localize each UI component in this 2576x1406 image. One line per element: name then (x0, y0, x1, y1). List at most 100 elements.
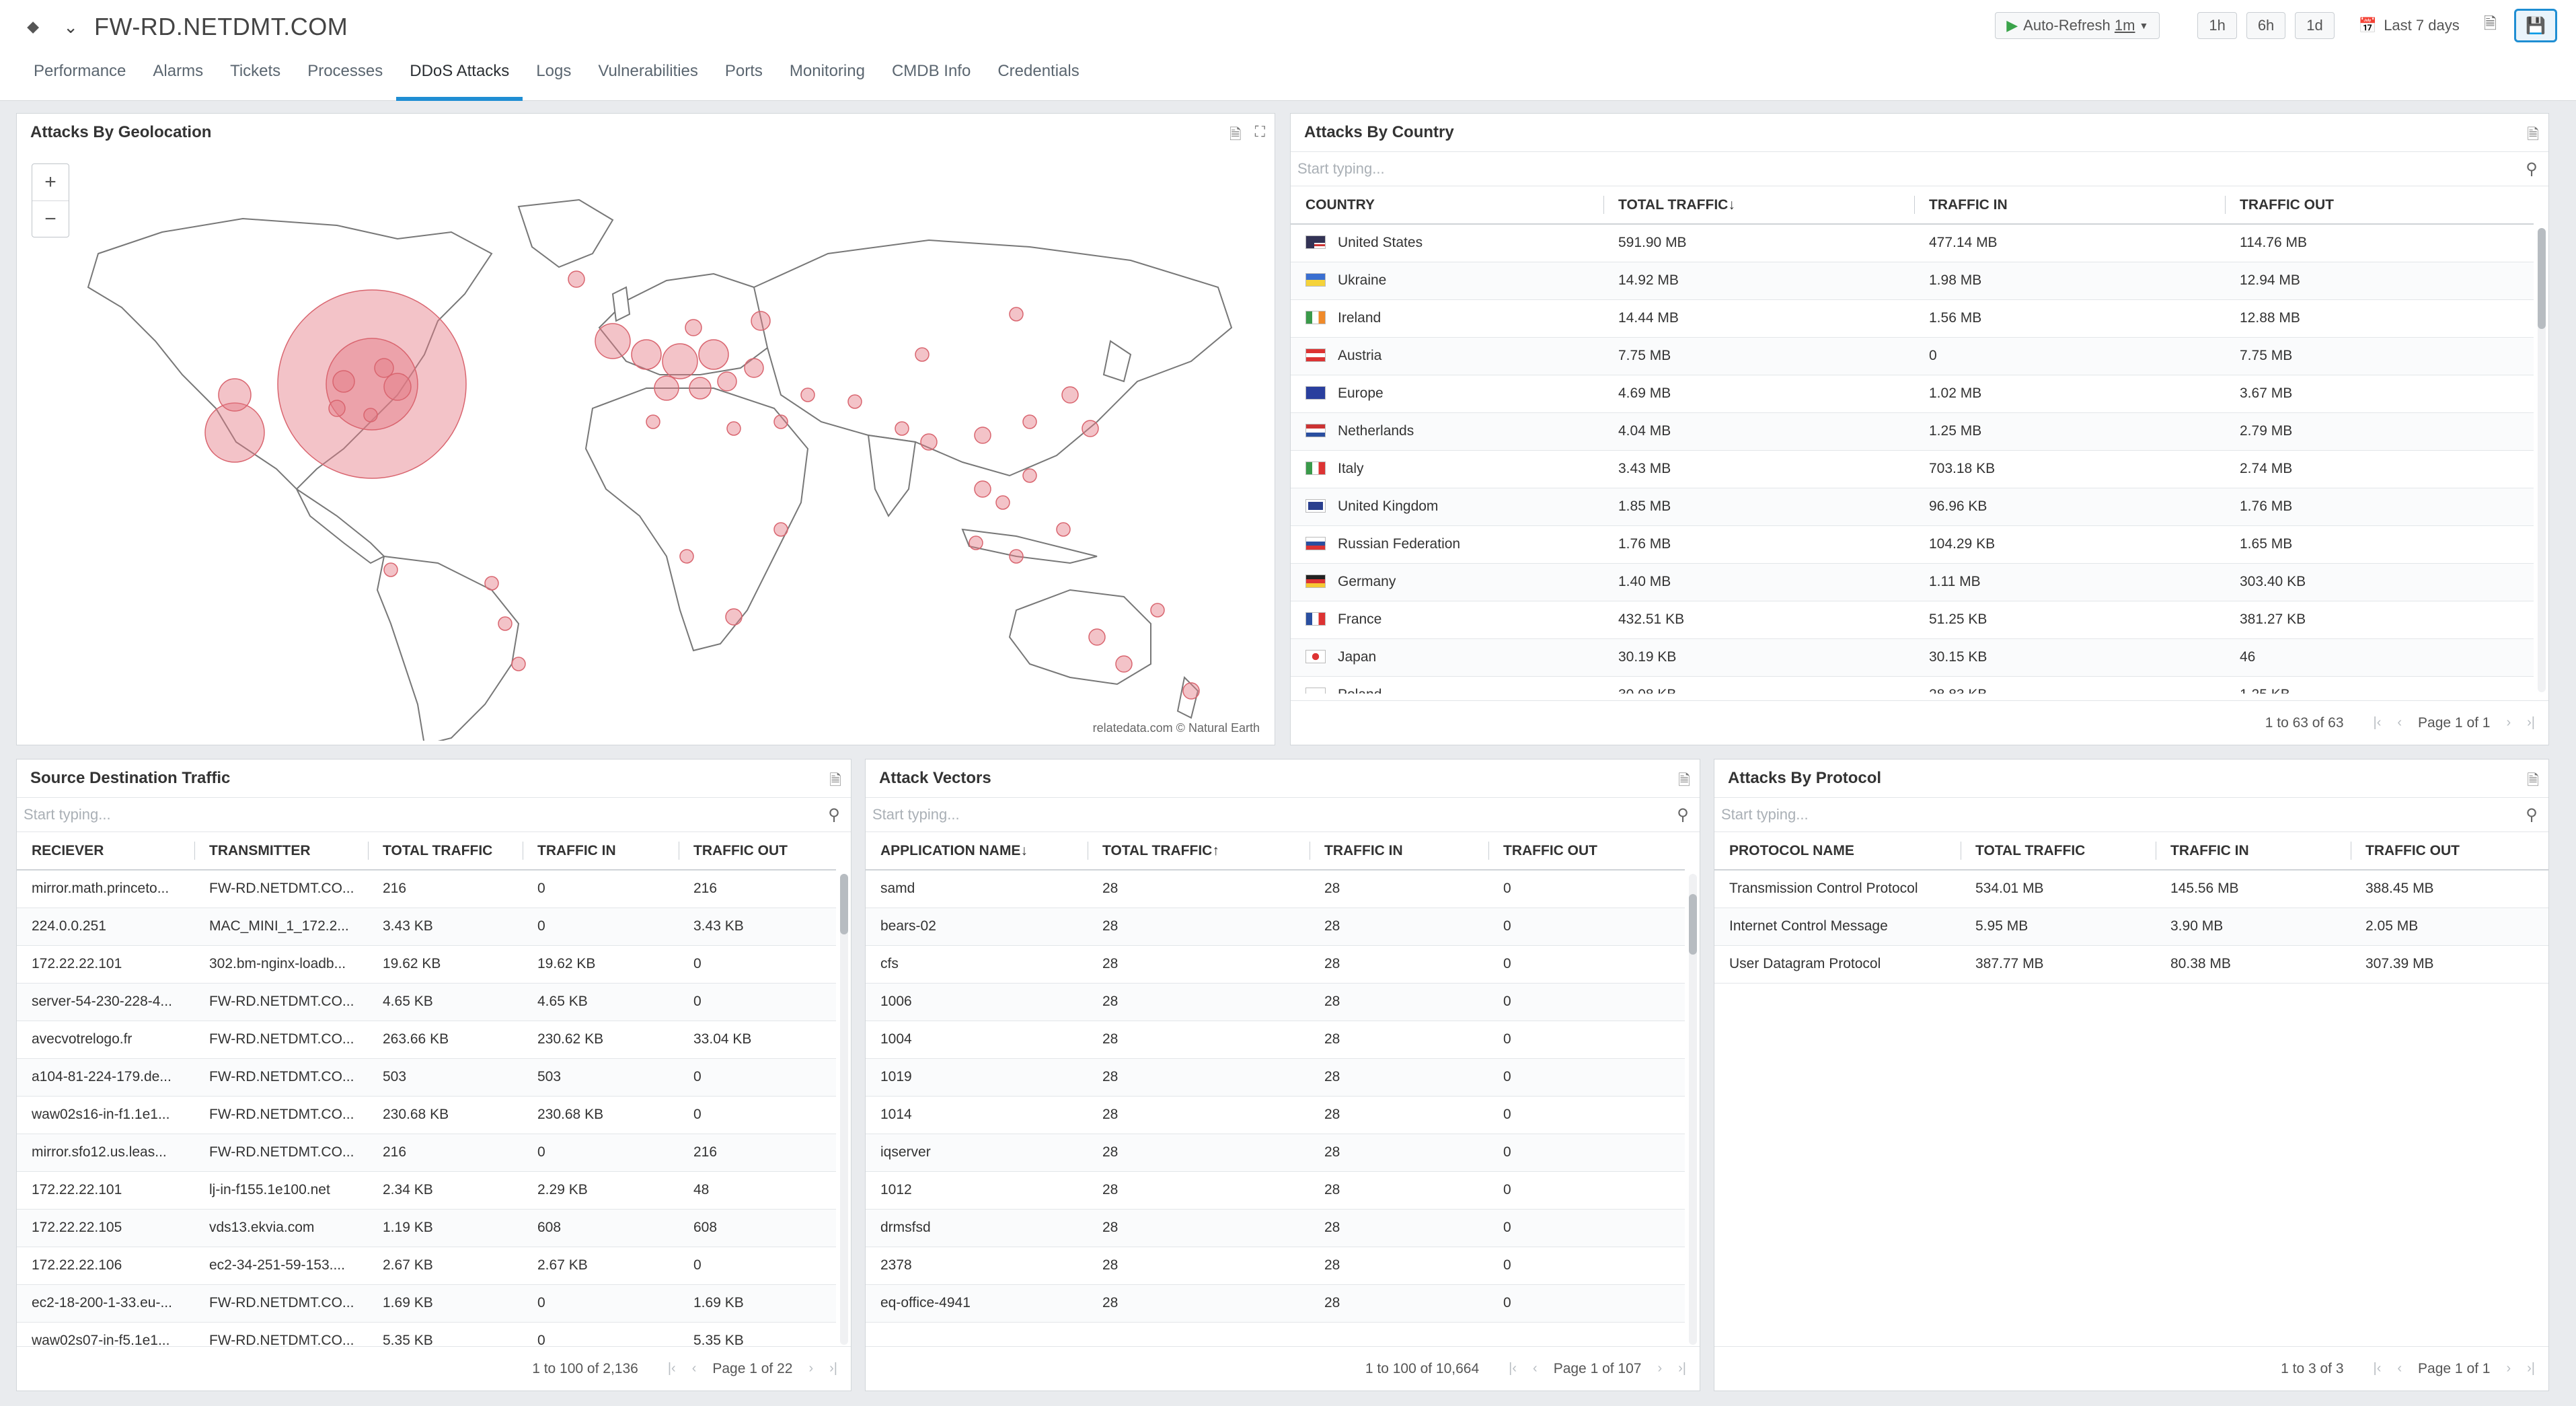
table-row[interactable]: Transmission Control Protocol 534.01 MB 14… (1714, 870, 2548, 908)
save-dashboard-button[interactable]: 💾 (2514, 9, 2557, 42)
search-icon[interactable]: ⚲ (828, 805, 840, 824)
country-search-input[interactable] (1291, 160, 2515, 178)
column-header-receiver[interactable]: RECIEVER (17, 832, 194, 871)
range-6h-button[interactable]: 6h (2246, 12, 2286, 39)
last-page-icon[interactable]: ›| (1678, 1361, 1686, 1376)
tab-ports[interactable]: Ports (724, 62, 763, 80)
export-icon[interactable]: 🗎 (2527, 126, 2539, 143)
first-page-icon[interactable]: |‹ (2373, 1361, 2382, 1376)
table-row[interactable]: samd 28 28 0 (866, 870, 1685, 908)
scrollbar-thumb[interactable] (840, 874, 848, 934)
table-row[interactable]: France 432.51 KB 51.25 KB 381.27 KB (1291, 601, 2534, 639)
first-page-icon[interactable]: |‹ (1509, 1361, 1517, 1376)
next-page-icon[interactable]: › (2506, 1361, 2511, 1376)
column-header-country[interactable]: COUNTRY (1291, 186, 1603, 225)
first-page-icon[interactable]: |‹ (667, 1361, 676, 1376)
table-row[interactable]: 172.22.22.101 lj-in-f155.1e100.net 2.34 KB… (17, 1171, 836, 1210)
table-row[interactable]: 1004 28 28 0 (866, 1021, 1685, 1059)
zoom-out-button[interactable]: − (32, 200, 69, 237)
column-header-protocol-name[interactable]: PROTOCOL NAME (1714, 832, 1961, 871)
table-row[interactable]: 1019 28 28 0 (866, 1058, 1685, 1097)
chevron-down-icon[interactable]: ⌄ (63, 16, 78, 37)
tab-tickets[interactable]: Tickets (230, 62, 281, 80)
tab-performance[interactable]: Performance (34, 62, 126, 80)
column-header-traffic-out[interactable]: TRAFFIC OUT (1488, 832, 1685, 871)
table-row[interactable]: Austria 7.75 MB 0 7.75 MB (1291, 337, 2534, 375)
tab-cmdb-info[interactable]: CMDB Info (891, 62, 971, 80)
search-icon[interactable]: ⚲ (1677, 805, 1689, 824)
table-row[interactable]: United Kingdom 1.85 MB 96.96 KB 1.76 MB (1291, 488, 2534, 526)
next-page-icon[interactable]: › (1657, 1361, 1663, 1376)
search-icon[interactable]: ⚲ (2526, 159, 2538, 178)
table-row[interactable]: 1014 28 28 0 (866, 1096, 1685, 1134)
scrollbar-thumb[interactable] (2538, 228, 2546, 329)
table-row[interactable]: Ireland 14.44 MB 1.56 MB 12.88 MB (1291, 299, 2534, 338)
table-row[interactable]: waw02s07-in-f5.1e1... FW-RD.NETDMT.CO... 5… (17, 1322, 836, 1347)
table-row[interactable]: ec2-18-200-1-33.eu-... FW-RD.NETDMT.CO...… (17, 1284, 836, 1323)
table-row[interactable]: Netherlands 4.04 MB 1.25 MB 2.79 MB (1291, 412, 2534, 451)
protocol-search-input[interactable] (1714, 806, 2515, 823)
report-icon[interactable]: 🗎 (2483, 14, 2497, 33)
tab-ddos-attacks[interactable]: DDoS Attacks (396, 57, 523, 101)
search-icon[interactable]: ⚲ (2526, 805, 2538, 824)
range-1h-button[interactable]: 1h (2197, 12, 2237, 39)
table-row[interactable]: eq-office-4941 28 28 0 (866, 1284, 1685, 1323)
table-row[interactable]: 172.22.22.101 302.bm-nginx-loadb... 19.62 … (17, 945, 836, 984)
column-header-traffic-in[interactable]: TRAFFIC IN (2156, 832, 2351, 871)
next-page-icon[interactable]: › (2506, 715, 2511, 730)
world-map-svg[interactable] (21, 153, 1271, 741)
table-row[interactable]: 1012 28 28 0 (866, 1171, 1685, 1210)
table-row[interactable]: Japan 30.19 KB 30.15 KB 46 (1291, 638, 2534, 677)
prev-page-icon[interactable]: ‹ (2397, 1361, 2402, 1376)
next-page-icon[interactable]: › (808, 1361, 814, 1376)
column-header-total-traffic[interactable]: TOTAL TRAFFIC↓ (1603, 186, 1914, 225)
last-page-icon[interactable]: ›| (2527, 1361, 2535, 1376)
column-header-total-traffic[interactable]: TOTAL TRAFFIC (368, 832, 523, 871)
table-row[interactable]: 1006 28 28 0 (866, 983, 1685, 1021)
table-row[interactable]: a104-81-224-179.de... FW-RD.NETDMT.CO... 5… (17, 1058, 836, 1097)
table-row[interactable]: 172.22.22.106 ec2-34-251-59-153.... 2.67 K… (17, 1247, 836, 1285)
column-header-transmitter[interactable]: TRANSMITTER (194, 832, 368, 871)
table-row[interactable]: User Datagram Protocol 387.77 MB 80.38 MB 3… (1714, 945, 2548, 984)
scrollbar-thumb[interactable] (1689, 894, 1697, 955)
table-row[interactable]: Russian Federation 1.76 MB 104.29 KB 1.65 M… (1291, 525, 2534, 564)
prev-page-icon[interactable]: ‹ (2397, 715, 2402, 730)
table-row[interactable]: mirror.sfo12.us.leas... FW-RD.NETDMT.CO..… (17, 1134, 836, 1172)
time-range-selector[interactable]: 📅 Last 7 days (2359, 17, 2460, 34)
column-header-traffic-in[interactable]: TRAFFIC IN (523, 832, 679, 871)
table-row[interactable]: United States 591.90 MB 477.14 MB 114.76 MB (1291, 224, 2534, 262)
tab-alarms[interactable]: Alarms (153, 62, 204, 80)
tab-logs[interactable]: Logs (536, 62, 572, 80)
zoom-in-button[interactable]: + (44, 171, 56, 193)
export-icon[interactable]: 🗎 (1678, 772, 1690, 788)
column-header-traffic-in[interactable]: TRAFFIC IN (1914, 186, 2225, 225)
range-1d-button[interactable]: 1d (2295, 12, 2335, 39)
column-header-traffic-in[interactable]: TRAFFIC IN (1310, 832, 1488, 871)
table-row[interactable]: 172.22.22.105 vds13.ekvia.com 1.19 KB 608 60… (17, 1209, 836, 1247)
table-row[interactable]: avecvotrelogo.fr FW-RD.NETDMT.CO... 263.66… (17, 1021, 836, 1059)
tab-credentials[interactable]: Credentials (997, 62, 1079, 80)
table-row[interactable]: Italy 3.43 MB 703.18 KB 2.74 MB (1291, 450, 2534, 488)
column-header-application-name[interactable]: APPLICATION NAME↓ (866, 832, 1088, 871)
export-icon[interactable]: 🗎 (1229, 126, 1242, 143)
export-icon[interactable]: 🗎 (829, 772, 841, 788)
table-row[interactable]: Ukraine 14.92 MB 1.98 MB 12.94 MB (1291, 262, 2534, 300)
column-header-traffic-out[interactable]: TRAFFIC OUT (2225, 186, 2534, 225)
table-row[interactable]: Germany 1.40 MB 1.11 MB 303.40 KB (1291, 563, 2534, 601)
first-page-icon[interactable]: |‹ (2373, 715, 2382, 730)
tab-vulnerabilities[interactable]: Vulnerabilities (598, 62, 698, 80)
source-search-input[interactable] (17, 806, 817, 823)
country-scrollbar[interactable] (2538, 228, 2546, 692)
tab-processes[interactable]: Processes (307, 62, 383, 80)
table-row[interactable]: Internet Control Message 5.95 MB 3.90 MB 2.… (1714, 908, 2548, 946)
table-row[interactable]: cfs 28 28 0 (866, 945, 1685, 984)
column-header-traffic-out[interactable]: TRAFFIC OUT (679, 832, 836, 871)
world-map[interactable]: + − relatedata.com © Natural Earth (21, 153, 1271, 741)
fullscreen-icon[interactable]: ⛶ (1254, 123, 1265, 140)
table-row[interactable]: drmsfsd 28 28 0 (866, 1209, 1685, 1247)
table-row[interactable]: 2378 28 28 0 (866, 1247, 1685, 1285)
vectors-scrollbar[interactable] (1689, 874, 1697, 1345)
last-page-icon[interactable]: ›| (2527, 715, 2535, 730)
column-header-traffic-out[interactable]: TRAFFIC OUT (2351, 832, 2548, 871)
table-row[interactable]: bears-02 28 28 0 (866, 908, 1685, 946)
